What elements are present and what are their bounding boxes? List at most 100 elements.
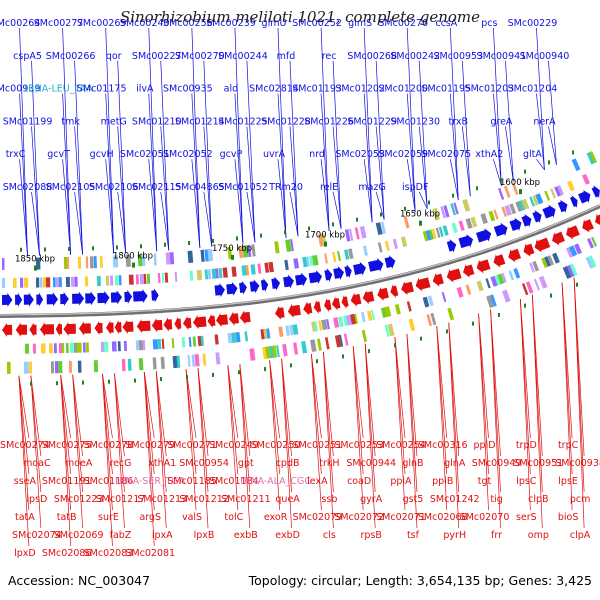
inner-feature-track xyxy=(176,355,181,368)
scale-tick xyxy=(132,262,135,268)
outer-feature-track xyxy=(450,203,457,216)
reverse-feature-track xyxy=(485,278,491,289)
minor-tick xyxy=(446,329,448,334)
minor-tick xyxy=(500,178,502,183)
gene-label: pcm xyxy=(570,494,591,505)
minor-tick xyxy=(404,206,406,211)
gene-label: tRNA-SER_TGA xyxy=(115,476,186,487)
minor-tick xyxy=(212,372,214,377)
reverse-feature-track xyxy=(314,321,319,332)
minor-tick xyxy=(188,241,190,246)
forward-feature-track xyxy=(245,265,250,276)
inner-feature-track xyxy=(486,295,494,309)
leader-line xyxy=(531,294,543,529)
outer-feature-track xyxy=(440,206,447,219)
forward-feature-track xyxy=(362,245,368,256)
leader-line xyxy=(234,27,244,244)
forward-feature-track xyxy=(425,230,432,241)
forward-gene-arrow xyxy=(532,210,542,224)
forward-feature-track xyxy=(515,200,523,212)
minor-tick xyxy=(186,375,188,380)
forward-feature-track xyxy=(45,277,51,288)
forward-gene-arrow xyxy=(384,255,396,269)
outer-feature-track xyxy=(443,205,450,218)
inner-feature-track xyxy=(215,352,221,365)
gene-label: queA xyxy=(275,494,300,505)
leader-line xyxy=(289,126,299,237)
gene-label: trxC xyxy=(6,149,26,160)
genome-title: Sinorhizobium meliloti 1021, complete ge… xyxy=(119,8,481,26)
forward-feature-track xyxy=(52,277,56,288)
reverse-gene-arrow xyxy=(163,317,173,332)
forward-gene-arrow xyxy=(493,222,508,237)
gene-label: tgt xyxy=(478,476,492,487)
gene-label: xthA1 xyxy=(148,458,176,469)
gene-label: SMc00239 xyxy=(206,18,256,29)
gene-label: tatB xyxy=(57,512,77,523)
minor-tick xyxy=(238,370,240,375)
reverse-gene-arrow xyxy=(174,316,182,331)
gene-label: SMc02069 xyxy=(54,530,104,541)
scale-label: 1700 kbp xyxy=(305,231,345,241)
leader-line xyxy=(478,313,489,439)
inner-feature-track xyxy=(569,263,578,276)
gene-label: gcvH xyxy=(90,149,114,160)
reverse-feature-track xyxy=(476,280,484,292)
reverse-feature-track xyxy=(427,295,434,307)
leader-line xyxy=(155,371,167,457)
minor-tick xyxy=(56,381,58,386)
minor-tick xyxy=(472,321,474,326)
leader-line xyxy=(239,363,251,457)
forward-feature-track xyxy=(557,185,564,196)
gene-label: tig xyxy=(490,494,502,505)
inner-feature-track xyxy=(160,356,165,369)
minor-tick xyxy=(498,312,500,317)
leader-line xyxy=(364,343,376,529)
gene-label: lpsE xyxy=(558,476,578,487)
gene-label: SMc00227 xyxy=(132,51,182,62)
forward-feature-track xyxy=(12,277,17,288)
minor-tick xyxy=(524,169,526,174)
reverse-feature-track xyxy=(73,342,78,353)
minor-tick xyxy=(260,233,262,238)
forward-feature-track xyxy=(250,264,256,275)
leader-line xyxy=(394,336,406,439)
leader-line xyxy=(418,191,428,209)
forward-gene-arrow xyxy=(23,292,34,307)
leader-line xyxy=(143,371,155,547)
forward-feature-track xyxy=(392,238,399,250)
leader-line xyxy=(185,369,197,511)
gene-label: SMc00252 xyxy=(292,18,342,29)
gene-label: SMc01213 xyxy=(137,494,187,505)
gene-label: gcvP xyxy=(220,149,243,160)
leader-line xyxy=(352,346,364,439)
outer-feature-track xyxy=(169,252,175,265)
gene-label: greA xyxy=(490,116,513,127)
gene-label: SMc01052 xyxy=(218,182,268,193)
gene-label: uvrA xyxy=(263,149,286,160)
scale-tick xyxy=(231,254,234,260)
leader-line xyxy=(246,191,256,243)
reverse-feature-track xyxy=(152,339,159,350)
reverse-feature-track xyxy=(547,255,554,266)
reverse-gene-arrow xyxy=(78,321,91,336)
inner-feature-track xyxy=(57,361,63,374)
leader-line xyxy=(117,126,127,253)
forward-feature-track xyxy=(42,277,47,288)
leader-line xyxy=(323,351,334,529)
gene-label: SMc01185 xyxy=(167,476,217,487)
minor-tick xyxy=(30,381,32,386)
forward-feature-track xyxy=(207,269,212,280)
forward-feature-track xyxy=(554,185,563,197)
gene-label: SMc01186 xyxy=(84,476,134,487)
reverse-feature-track xyxy=(494,274,502,286)
minor-tick xyxy=(394,343,396,348)
inner-feature-track xyxy=(152,357,157,370)
gene-label: SMc02051 xyxy=(120,149,170,160)
leader-line xyxy=(364,343,376,457)
forward-gene-arrow xyxy=(295,272,308,287)
reverse-feature-track xyxy=(441,291,447,303)
forward-gene-arrow xyxy=(97,290,110,305)
forward-feature-track xyxy=(501,206,508,217)
forward-feature-track xyxy=(58,277,62,288)
